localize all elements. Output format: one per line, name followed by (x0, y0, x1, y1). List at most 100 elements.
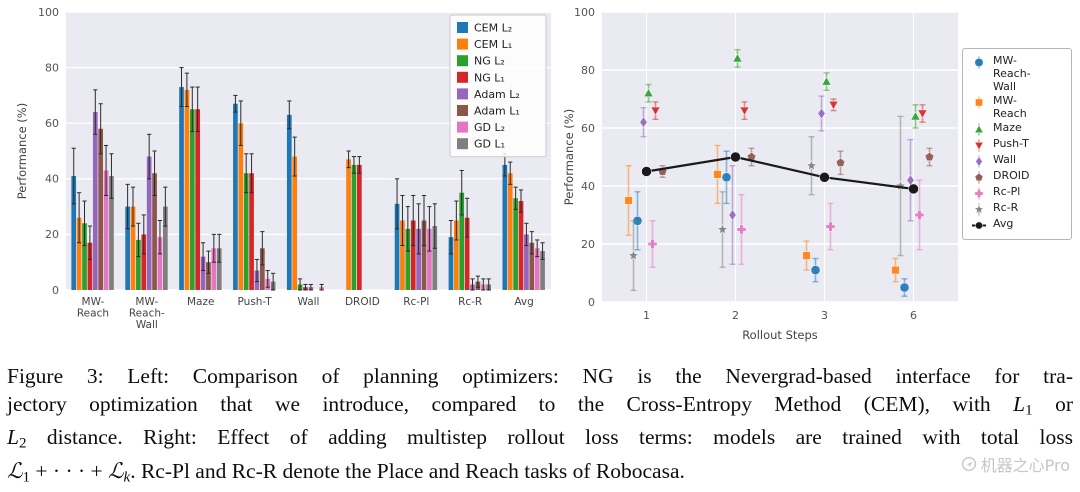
bar (200, 256, 206, 290)
rollout-scatter-chart-box: 0 20 40 60 80 100 Performance (%) 1 2 3 6 Rollout S… (556, 2, 1080, 358)
legend-label: GD L₂ (474, 121, 505, 134)
scatter-series (641, 151, 919, 195)
circle-marker (721, 172, 732, 183)
triangle-down-marker (739, 106, 750, 116)
x-axis-label: Rollout Steps (742, 328, 818, 342)
svg-text:40: 40 (45, 173, 59, 186)
scatter-series (632, 150, 910, 297)
figure-caption: Figure 3: Left: Comparison of planning o… (7, 363, 1073, 492)
circle-marker (641, 166, 652, 177)
triangle-up-marker (643, 88, 654, 98)
bar (518, 201, 524, 290)
bar (410, 220, 416, 290)
circle-marker (819, 172, 830, 183)
x-axis: 1 2 3 6 (643, 309, 917, 322)
x-tick-label: Push-T (238, 296, 273, 308)
bar (130, 206, 136, 290)
rollout-scatter-chart: 0 20 40 60 80 100 Performance (%) 1 2 3 6 Rollout S… (562, 6, 958, 342)
legend-swatch (457, 22, 468, 33)
pentagon-marker (974, 172, 984, 181)
triangle-down-legend-marker-icon (974, 139, 984, 152)
bar (513, 198, 518, 290)
svg-text:80: 80 (581, 64, 595, 77)
legend-label: MW-Reach-Wall (993, 54, 1031, 93)
legend-entry: Wall (970, 152, 1064, 169)
scatter-series (647, 179, 925, 268)
bar-series (103, 144, 540, 291)
square-legend-marker-icon (975, 96, 983, 109)
svg-text:100: 100 (574, 6, 595, 19)
bar (82, 223, 87, 290)
legend-label: CEM L₁ (474, 38, 512, 51)
bar (529, 242, 535, 290)
caption-text-run: or (1032, 391, 1073, 416)
caption-text-run: 2 (18, 435, 27, 452)
bar (157, 237, 163, 290)
legend-label: Avg (993, 216, 1014, 230)
x-tick-label: DROID (345, 296, 380, 308)
bar (464, 217, 470, 290)
svg-text:60: 60 (45, 117, 59, 130)
scatter-series (627, 115, 907, 292)
avg-line (646, 155, 914, 190)
diamond-marker (728, 209, 737, 221)
triangle-up-marker (732, 53, 743, 63)
bar (92, 112, 98, 290)
bar (195, 109, 201, 290)
bar (71, 176, 77, 290)
scatter-series (650, 98, 928, 123)
square-marker (975, 98, 983, 107)
x-tick-label: MW- (82, 296, 105, 308)
optimizer-bar-chart-box: 0 20 40 60 80 100 Performance (%) MW- Reach MW- Re… (8, 2, 556, 358)
plus-marker (736, 224, 747, 235)
caption-text-run: L (1013, 391, 1026, 416)
watermark: 机器之心Pro (961, 452, 1070, 476)
circle-legend-marker-icon (974, 56, 984, 69)
caption-text-run: k (123, 469, 131, 486)
plus-marker (914, 210, 925, 220)
y-axis: 0 20 40 60 80 100 (38, 6, 59, 297)
bar (206, 262, 211, 290)
pentagon-marker (835, 157, 846, 167)
bar-series (109, 153, 545, 291)
bar (427, 228, 432, 290)
bar (136, 239, 141, 290)
bar (357, 164, 362, 290)
bar (76, 217, 82, 290)
x-tick-label: Reach (77, 308, 109, 320)
legend-label: Maze (993, 120, 1022, 134)
bar (346, 159, 351, 290)
x-tick-label: MW- (135, 296, 158, 308)
caption-text-run: distance. Right: Effect of adding multis… (26, 425, 1073, 450)
svg-text:20: 20 (581, 238, 595, 251)
svg-text:60: 60 (581, 122, 595, 135)
plus-legend-marker-icon (974, 187, 984, 200)
legend-entry: Push-T (970, 137, 1064, 153)
legend-label: DROID (993, 168, 1030, 182)
bar (534, 248, 540, 290)
x-tick-label: Rc-R (458, 296, 482, 308)
bar (179, 87, 184, 290)
square-marker (891, 265, 900, 275)
y-axis-label: Performance (%) (15, 103, 29, 199)
svg-text:80: 80 (45, 61, 59, 74)
figure-caption-line: jectory optimization that we introduce, … (7, 391, 1073, 425)
plus-marker (974, 188, 984, 198)
x-tick-label: Rc-Pl (403, 296, 429, 308)
svg-text:40: 40 (581, 180, 595, 193)
caption-text-run: . Rc-Pl and Rc-R denote the Place and Re… (130, 459, 685, 484)
star-marker (805, 159, 818, 171)
plot-background (602, 12, 958, 302)
watermark-logo-icon (961, 456, 976, 472)
bar (448, 237, 454, 290)
bar (146, 156, 152, 290)
circle-marker (899, 282, 910, 293)
svg-text:0: 0 (52, 284, 59, 297)
star-marker (973, 203, 985, 214)
legend-label: Adam L₂ (474, 88, 520, 101)
legend-swatch (457, 38, 468, 50)
legend-label: Wall (993, 152, 1017, 166)
bar-series (76, 72, 513, 290)
x-tick-label: Wall (136, 319, 158, 331)
